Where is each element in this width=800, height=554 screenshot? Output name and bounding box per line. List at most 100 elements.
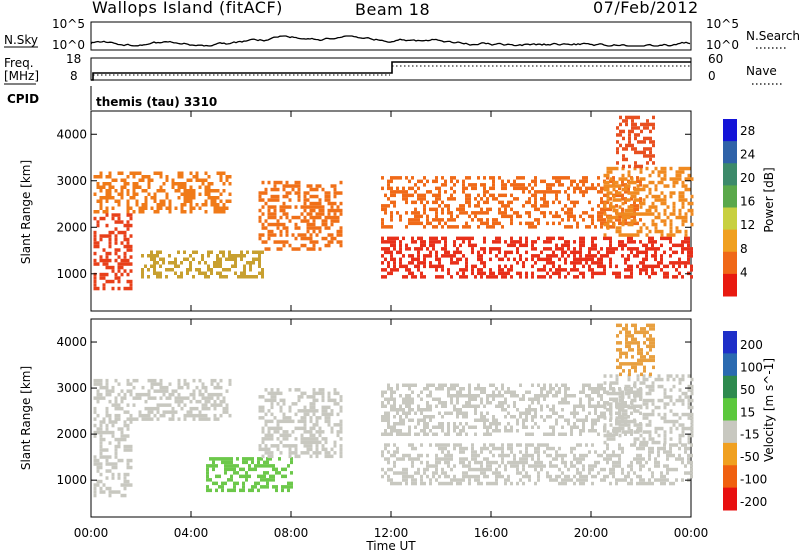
velocity-echo-cell (627, 481, 630, 486)
power-echo-cell (105, 255, 109, 259)
power-echo-cell (672, 275, 675, 279)
power-echo-cell (387, 247, 390, 251)
velocity-echo-cell (648, 478, 651, 482)
power-echo-cell (546, 254, 549, 258)
velocity-echo-cell (492, 415, 495, 419)
power-echo-cell (633, 207, 636, 212)
power-echo-cell (567, 197, 570, 201)
power-echo-cell (582, 240, 585, 244)
velocity-echo-cell (306, 395, 310, 399)
velocity-echo-cell (477, 383, 480, 387)
power-echo-cell (534, 193, 537, 198)
power-echo-cell (339, 240, 343, 244)
velocity-echo-cell (267, 419, 271, 424)
velocity-echo-cell (639, 426, 643, 431)
power-echo-cell (327, 215, 331, 220)
power-echo-cell (180, 192, 184, 196)
velocity-echo-cell (168, 410, 172, 414)
power-echo-cell (114, 220, 118, 224)
power-echo-cell (630, 194, 634, 199)
velocity-echo-cell (99, 444, 103, 449)
velocity-echo-cell (102, 385, 106, 390)
power-echo-cell (168, 254, 171, 258)
power-echo-cell (267, 233, 271, 237)
power-echo-cell (690, 275, 693, 279)
velocity-echo-cell (201, 403, 205, 407)
velocity-echo-cell (393, 415, 396, 419)
velocity-echo-cell (393, 422, 396, 426)
velocity-echo-cell (615, 430, 619, 434)
velocity-echo-cell (309, 430, 313, 434)
power-echo-cell (672, 264, 675, 269)
power-echo-cell (222, 189, 226, 193)
velocity-echo-cell (495, 394, 498, 398)
velocity-echo-cell (666, 402, 670, 406)
velocity-echo-cell (510, 464, 513, 468)
velocity-echo-cell (276, 423, 280, 427)
power-echo-cell (652, 161, 655, 165)
velocity-echo-cell (177, 392, 181, 397)
velocity-echo-cell (615, 402, 619, 406)
power-echo-cell (153, 264, 156, 268)
power-echo-cell (201, 271, 204, 275)
velocity-echo-cell (96, 462, 100, 466)
velocity-echo-cell (111, 403, 115, 407)
velocity-echo-cell (126, 403, 130, 407)
velocity-echo-cell (663, 430, 667, 434)
power-echo-cell (588, 257, 591, 262)
velocity-echo-cell (330, 409, 334, 413)
power-echo-cell (639, 250, 642, 255)
power-echo-cell (279, 205, 283, 209)
power-echo-cell (153, 192, 157, 196)
power-echo-cell (405, 243, 408, 248)
power-echo-cell (207, 275, 210, 279)
velocity-echo-cell (657, 384, 661, 389)
velocity-echo-cell (315, 430, 319, 434)
power-echo-cell (435, 186, 438, 191)
station-title: Wallops Island (fitACF) (92, 0, 283, 17)
power-echo-cell (633, 200, 636, 205)
velocity-echo-cell (212, 464, 215, 468)
power-echo-cell (555, 254, 558, 258)
power-echo-cell (510, 275, 513, 279)
velocity-echo-cell (594, 464, 597, 468)
velocity-echo-cell (633, 404, 636, 408)
power-echo-cell (414, 221, 417, 226)
power-echo-cell (627, 170, 631, 174)
velocity-echo-cell (639, 423, 643, 427)
power-echo-cell (660, 233, 664, 237)
velocity-echo-cell (129, 392, 133, 397)
power-echo-cell (462, 225, 465, 229)
velocity-echo-cell (627, 419, 631, 424)
power-echo-cell (99, 255, 103, 259)
power-echo-cell (297, 187, 301, 192)
power-echo-cell (643, 136, 646, 141)
velocity-echo-cell (129, 413, 133, 418)
velocity-echo-cell (254, 485, 257, 489)
power-echo-cell (483, 250, 486, 255)
velocity-echo-cell (639, 446, 642, 451)
power-echo-cell (336, 208, 340, 213)
velocity-echo-cell (636, 446, 639, 451)
velocity-echo-cell (637, 358, 640, 363)
power-echo-cell (420, 221, 423, 226)
power-echo-cell (540, 197, 543, 201)
velocity-echo-cell (324, 409, 328, 413)
velocity-colorbar-segment (723, 353, 737, 377)
velocity-echo-cell (483, 432, 486, 436)
velocity-echo-cell (480, 471, 483, 475)
power-echo-cell (435, 268, 438, 272)
power-echo-cell (261, 191, 265, 195)
velocity-echo-cell (609, 467, 612, 472)
velocity-echo-cell (402, 383, 405, 387)
power-echo-cell (684, 229, 688, 234)
power-echo-cell (579, 257, 582, 262)
power-echo-cell (93, 234, 97, 238)
velocity-echo-cell (634, 369, 637, 373)
velocity-echo-cell (642, 374, 646, 378)
power-echo-cell (546, 247, 549, 251)
velocity-echo-cell (657, 450, 660, 454)
power-echo-cell (309, 184, 313, 188)
velocity-echo-cell (206, 471, 209, 475)
velocity-echo-cell (588, 394, 591, 398)
